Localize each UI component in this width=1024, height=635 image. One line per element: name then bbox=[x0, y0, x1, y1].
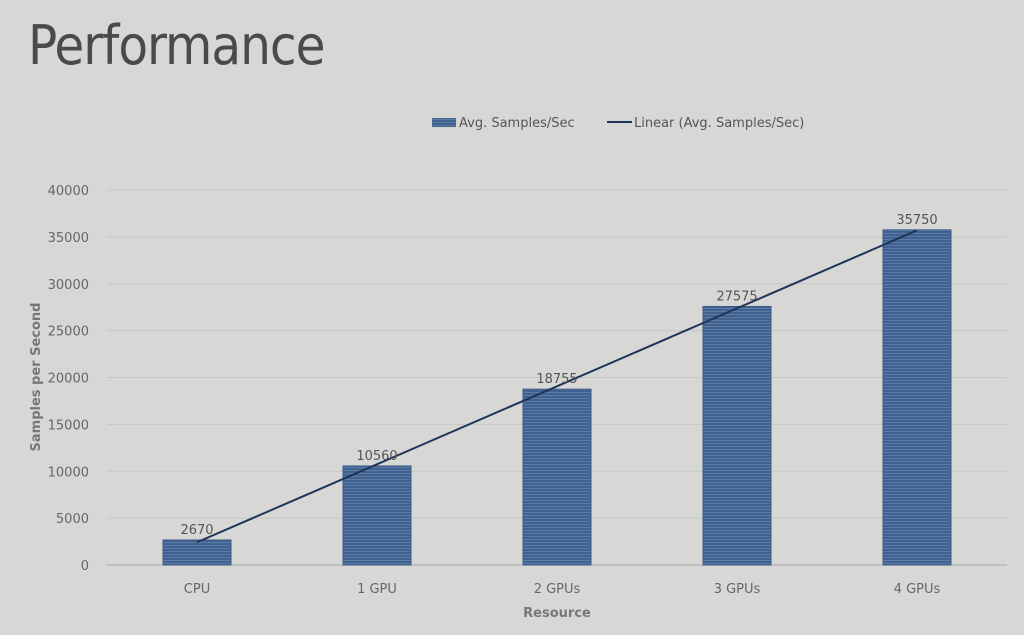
data-label: 18755 bbox=[536, 372, 577, 387]
data-label: 10560 bbox=[356, 449, 397, 464]
y-tick-label: 40000 bbox=[48, 184, 89, 199]
legend: Avg. Samples/Sec Linear (Avg. Samples/Se… bbox=[432, 116, 804, 131]
y-tick-label: 25000 bbox=[48, 325, 89, 340]
y-tick-label: 0 bbox=[81, 559, 89, 574]
y-tick-label: 5000 bbox=[56, 512, 89, 527]
slide-title: Performance bbox=[28, 14, 326, 77]
y-tick-label: 35000 bbox=[48, 231, 89, 246]
legend-label-trend: Linear (Avg. Samples/Sec) bbox=[634, 116, 804, 131]
data-label: 2670 bbox=[180, 523, 213, 538]
y-axis-title: Samples per Second bbox=[29, 303, 44, 452]
labels: 0 5000 10000 15000 20000 25000 30000 35000 40000… bbox=[48, 184, 941, 597]
data-label: 35750 bbox=[896, 213, 937, 228]
x-tick-label: CPU bbox=[184, 582, 210, 597]
legend-swatch-bar bbox=[432, 118, 456, 127]
data-label: 27575 bbox=[716, 289, 757, 304]
legend-label-bar: Avg. Samples/Sec bbox=[459, 116, 575, 131]
bar bbox=[882, 229, 952, 566]
bar bbox=[522, 388, 592, 566]
y-tick-label: 10000 bbox=[48, 465, 89, 480]
y-tick-label: 30000 bbox=[48, 278, 89, 293]
bar bbox=[342, 465, 412, 566]
x-tick-label: 1 GPU bbox=[357, 582, 397, 597]
trendline bbox=[196, 229, 918, 544]
y-tick-label: 15000 bbox=[48, 418, 89, 433]
bar bbox=[162, 539, 232, 566]
x-tick-label: 3 GPUs bbox=[714, 582, 761, 597]
bars bbox=[162, 229, 952, 566]
y-tick-label: 20000 bbox=[48, 372, 89, 387]
trendline-layer bbox=[196, 229, 918, 544]
x-tick-label: 4 GPUs bbox=[894, 582, 941, 597]
bar bbox=[702, 305, 772, 566]
x-axis-title: Resource bbox=[523, 606, 591, 621]
x-tick-label: 2 GPUs bbox=[534, 582, 581, 597]
